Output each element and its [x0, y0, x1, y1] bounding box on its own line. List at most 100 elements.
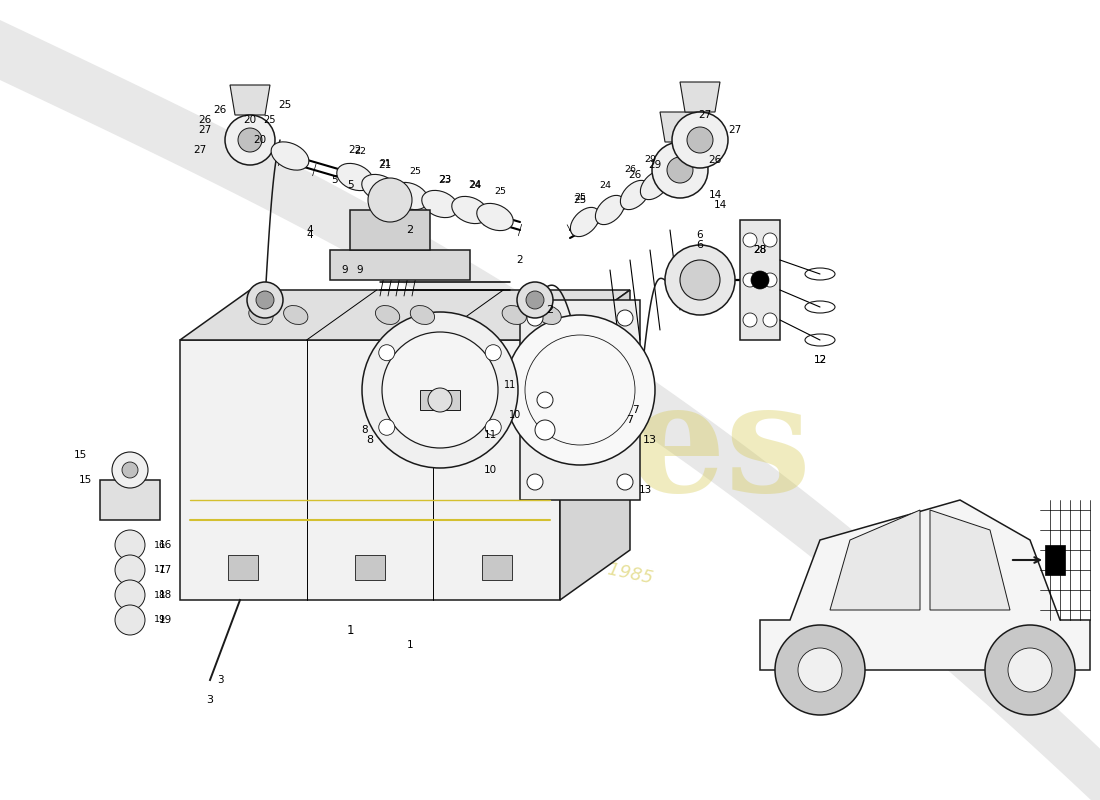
Text: 26: 26: [628, 170, 641, 180]
Circle shape: [798, 648, 842, 692]
Text: 5: 5: [332, 175, 339, 185]
Circle shape: [112, 452, 148, 488]
Text: 19: 19: [158, 615, 172, 625]
Text: 8: 8: [362, 425, 369, 435]
Text: 24: 24: [469, 180, 482, 190]
Text: 22: 22: [354, 147, 366, 157]
Text: 25: 25: [574, 193, 586, 202]
Circle shape: [485, 345, 502, 361]
Circle shape: [1008, 648, 1052, 692]
Polygon shape: [482, 555, 512, 580]
Text: 14: 14: [708, 190, 722, 200]
Text: 28: 28: [754, 245, 767, 255]
Text: 11: 11: [504, 380, 516, 390]
Circle shape: [763, 313, 777, 327]
Polygon shape: [830, 510, 920, 610]
Polygon shape: [355, 555, 385, 580]
Text: 25: 25: [573, 195, 586, 205]
Polygon shape: [740, 220, 780, 340]
Text: 27: 27: [728, 125, 741, 135]
Circle shape: [238, 128, 262, 152]
Text: 26: 26: [708, 155, 722, 165]
Text: 27: 27: [194, 145, 207, 155]
Ellipse shape: [421, 190, 459, 218]
Circle shape: [742, 273, 757, 287]
Circle shape: [527, 310, 543, 326]
Text: 9: 9: [342, 265, 349, 275]
Circle shape: [378, 345, 395, 361]
Text: 7: 7: [631, 405, 638, 415]
Text: 26: 26: [213, 105, 227, 115]
Text: 10: 10: [483, 465, 496, 475]
Text: 24: 24: [600, 181, 610, 190]
Circle shape: [742, 233, 757, 247]
Circle shape: [535, 420, 556, 440]
Text: 4: 4: [307, 225, 314, 235]
Circle shape: [256, 291, 274, 309]
Polygon shape: [680, 82, 720, 112]
Text: 4: 4: [307, 230, 314, 240]
Circle shape: [527, 474, 543, 490]
Polygon shape: [760, 500, 1090, 670]
Text: 14: 14: [714, 200, 727, 210]
Text: 13: 13: [644, 435, 657, 445]
Text: 8: 8: [366, 435, 374, 445]
Text: 18: 18: [158, 590, 172, 600]
Ellipse shape: [284, 306, 308, 325]
Circle shape: [742, 313, 757, 327]
Circle shape: [505, 315, 654, 465]
Ellipse shape: [452, 196, 488, 224]
Ellipse shape: [362, 174, 398, 202]
Circle shape: [652, 142, 708, 198]
Polygon shape: [330, 250, 470, 280]
Circle shape: [116, 605, 145, 635]
Text: 25: 25: [494, 187, 506, 197]
Text: 23: 23: [439, 174, 451, 183]
Text: 25: 25: [409, 166, 421, 175]
Circle shape: [763, 273, 777, 287]
Text: 1: 1: [346, 623, 354, 637]
Polygon shape: [420, 390, 460, 410]
Text: 2: 2: [517, 255, 524, 265]
Text: 26: 26: [624, 166, 636, 174]
Text: 12: 12: [813, 355, 826, 365]
Circle shape: [378, 419, 395, 435]
Text: 16: 16: [154, 541, 166, 550]
Polygon shape: [660, 112, 700, 142]
Text: 3: 3: [207, 695, 213, 705]
Text: 5: 5: [346, 180, 353, 190]
Text: 7: 7: [626, 415, 634, 425]
Ellipse shape: [571, 207, 600, 237]
Text: 29: 29: [648, 160, 661, 170]
Text: 2: 2: [406, 225, 414, 235]
Text: 16: 16: [158, 540, 172, 550]
Text: 6: 6: [696, 230, 703, 240]
Ellipse shape: [502, 306, 527, 325]
Text: 10: 10: [509, 410, 521, 420]
Polygon shape: [100, 480, 160, 520]
Text: 13: 13: [638, 485, 651, 495]
Polygon shape: [1045, 545, 1065, 575]
Circle shape: [666, 245, 735, 315]
Circle shape: [617, 474, 632, 490]
Circle shape: [382, 332, 498, 448]
Text: 20: 20: [253, 135, 266, 145]
Text: 25: 25: [278, 100, 292, 110]
Text: eu: eu: [176, 306, 384, 454]
Ellipse shape: [620, 180, 650, 210]
Text: 23: 23: [439, 175, 452, 185]
Text: 1: 1: [407, 640, 414, 650]
Circle shape: [667, 157, 693, 183]
Circle shape: [122, 462, 138, 478]
Polygon shape: [180, 290, 630, 340]
Text: 21: 21: [379, 158, 390, 167]
Polygon shape: [520, 300, 640, 500]
Text: 29: 29: [644, 155, 656, 165]
Text: 17: 17: [154, 566, 166, 574]
Polygon shape: [560, 290, 630, 600]
Ellipse shape: [271, 142, 309, 170]
Text: a passion for parts since 1985: a passion for parts since 1985: [385, 513, 654, 587]
Circle shape: [984, 625, 1075, 715]
Circle shape: [485, 419, 502, 435]
Circle shape: [526, 291, 544, 309]
